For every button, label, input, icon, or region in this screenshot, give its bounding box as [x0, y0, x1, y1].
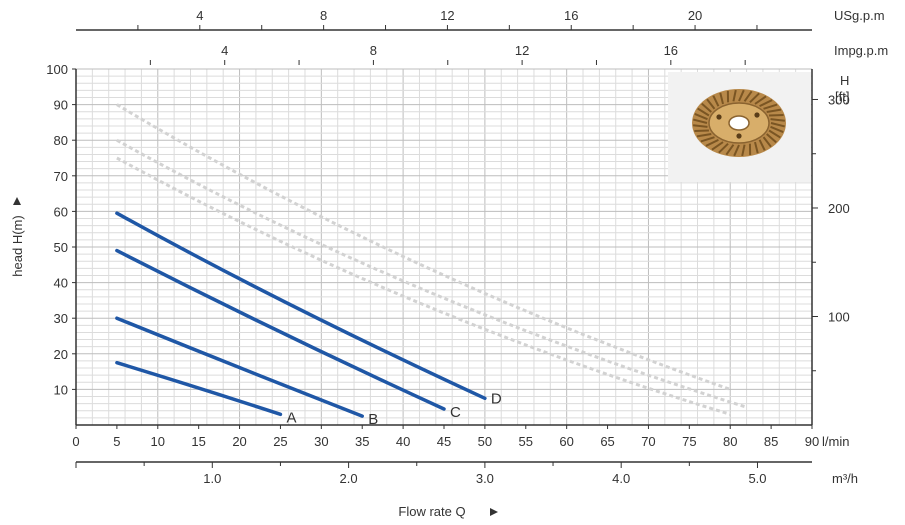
impgpm-unit-label: Impg.p.m	[834, 43, 888, 58]
y-tick-label: 70	[54, 169, 68, 184]
curve-c	[115, 248, 446, 411]
curve-label-c: C	[450, 404, 461, 421]
impgpm-tick-label: 8	[370, 43, 377, 58]
x-tick-label: 15	[191, 434, 205, 449]
feet-tick-label: 100	[828, 309, 850, 324]
usgpm-tick-label: 4	[196, 8, 203, 23]
impeller-vanes	[693, 89, 785, 157]
faint-background-curve	[116, 156, 731, 416]
usgpm-unit-label: USg.p.m	[834, 8, 885, 23]
feet-tick-label: 300	[828, 92, 850, 107]
x-tick-label: 0	[72, 434, 79, 449]
curve-label-b: B	[368, 411, 378, 428]
m3h-unit-label: m³/h	[832, 471, 858, 486]
curve-d	[115, 211, 487, 401]
feet-unit-label: [ft]	[835, 89, 849, 104]
x-tick-label: 50	[478, 434, 492, 449]
usgpm-tick-label: 8	[320, 8, 327, 23]
usgpm-tick-label: 16	[564, 8, 578, 23]
faint-background-curve	[116, 138, 748, 409]
feet-tick-label: 200	[828, 201, 850, 216]
x-tick-label: 5	[113, 434, 120, 449]
impeller-hole	[716, 114, 722, 120]
y-tick-label: 100	[46, 62, 68, 77]
y-tick-label: 40	[54, 276, 68, 291]
impeller-bore	[728, 115, 750, 131]
impgpm-tick-label: 4	[221, 43, 228, 58]
y-axis-arrow-icon	[13, 197, 21, 205]
impgpm-tick-label: 12	[515, 43, 529, 58]
x-tick-label: 85	[764, 434, 778, 449]
feet-unit-label: H	[840, 73, 849, 88]
impeller-hole	[736, 133, 742, 139]
x-tick-label: 75	[682, 434, 696, 449]
x-tick-label: 45	[437, 434, 451, 449]
x-tick-label: 40	[396, 434, 410, 449]
y-tick-label: 50	[54, 240, 68, 255]
curve-a	[115, 360, 283, 417]
impgpm-tick-label: 16	[664, 43, 678, 58]
y-tick-label: 90	[54, 98, 68, 113]
m3h-tick-label: 2.0	[340, 471, 358, 486]
usgpm-tick-label: 12	[440, 8, 454, 23]
m3h-tick-label: 3.0	[476, 471, 494, 486]
x-tick-label: 65	[600, 434, 614, 449]
y-tick-label: 60	[54, 204, 68, 219]
x-axis-title: Flow rate Q	[398, 504, 465, 519]
x-tick-label: 90	[805, 434, 819, 449]
x-tick-label: 70	[641, 434, 655, 449]
impeller-hole	[754, 112, 760, 118]
x-tick-label: 20	[232, 434, 246, 449]
usgpm-tick-label: 20	[688, 8, 702, 23]
faint-background-curve	[116, 103, 731, 391]
y-axis-title: head H(m)	[10, 215, 25, 276]
x-tick-label: 60	[559, 434, 573, 449]
y-tick-label: 10	[54, 382, 68, 397]
x-tick-label: 10	[151, 434, 165, 449]
x-tick-label: 25	[273, 434, 287, 449]
x-tick-label: 35	[355, 434, 369, 449]
m3h-tick-label: 4.0	[612, 471, 630, 486]
m3h-tick-label: 5.0	[748, 471, 766, 486]
y-tick-label: 20	[54, 347, 68, 362]
x-tick-label: 55	[519, 434, 533, 449]
x-tick-label: 30	[314, 434, 328, 449]
y-tick-label: 80	[54, 133, 68, 148]
m3h-tick-label: 1.0	[203, 471, 221, 486]
y-tick-label: 30	[54, 311, 68, 326]
plot-grid	[76, 68, 813, 425]
curve-label-a: A	[286, 409, 296, 426]
curve-label-d: D	[491, 390, 502, 407]
x-tick-label: 80	[723, 434, 737, 449]
impeller-icon	[668, 72, 811, 182]
x-unit-label: l/min	[822, 434, 849, 449]
curve-b	[115, 316, 364, 418]
x-axis-arrow-icon	[490, 508, 498, 516]
